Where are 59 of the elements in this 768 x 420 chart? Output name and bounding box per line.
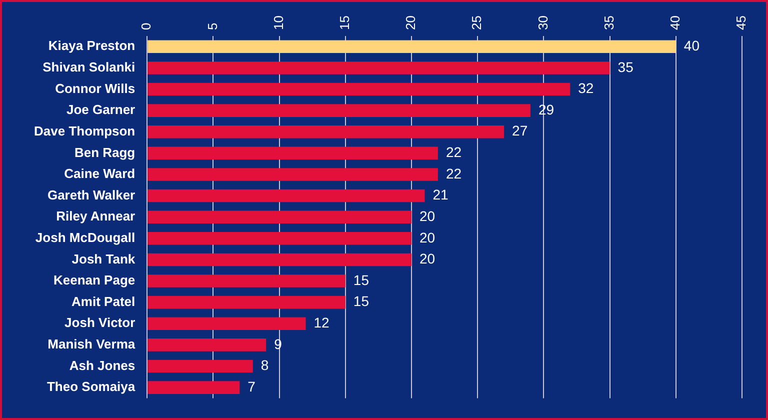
- x-tick-label: 45: [734, 16, 749, 30]
- bar: [148, 104, 530, 117]
- bar: [148, 189, 425, 202]
- x-tick-label: 30: [535, 16, 550, 30]
- data-label: 15: [353, 293, 370, 310]
- bar: [148, 146, 438, 160]
- y-tick-label: Kiaya Preston: [48, 38, 136, 54]
- y-tick-label: Josh Victor: [64, 315, 136, 330]
- y-tick-label: Josh McDougall: [35, 230, 136, 245]
- y-tick-label: Dave Thompson: [34, 123, 136, 138]
- x-tick-label: 15: [336, 16, 352, 30]
- x-tick-label: 5: [204, 22, 220, 30]
- bar: [148, 232, 412, 245]
- bar: [148, 62, 610, 74]
- bar: [148, 381, 240, 394]
- data-label: 21: [432, 186, 449, 203]
- y-tick-label: Joe Garner: [66, 102, 136, 118]
- bar: [148, 40, 676, 54]
- y-tick-label: Shivan Solanki: [42, 60, 136, 75]
- x-tick-label: 20: [403, 16, 418, 30]
- y-tick-label: Keenan Page: [53, 272, 136, 288]
- data-label: 8: [260, 357, 269, 374]
- y-tick-label: Caine Ward: [64, 166, 136, 182]
- bar: [148, 82, 570, 96]
- y-tick-label: Ash Jones: [69, 358, 136, 373]
- x-tick-label: 35: [601, 16, 616, 30]
- data-label: 7: [248, 378, 256, 394]
- y-tick-label: Connor Wills: [55, 80, 136, 96]
- bar: [148, 210, 412, 224]
- x-tick-label: 25: [469, 16, 484, 30]
- data-label: 15: [353, 272, 370, 288]
- data-label: 22: [446, 165, 462, 182]
- data-label: 20: [420, 229, 436, 246]
- y-tick-label: Manish Verma: [48, 336, 136, 352]
- data-label: 12: [314, 314, 330, 330]
- y-tick-label: Theo Somaiya: [46, 379, 136, 394]
- data-label: 35: [618, 58, 634, 75]
- bar: [148, 168, 438, 181]
- x-tick-label: 0: [138, 22, 154, 30]
- x-tick-label: 10: [270, 16, 286, 30]
- y-tick-label: Amit Patel: [72, 294, 136, 309]
- y-tick-label: Ben Ragg: [74, 144, 136, 160]
- y-tick-label: Josh Tank: [72, 251, 136, 266]
- data-label: 20: [420, 208, 436, 224]
- bar: [148, 125, 504, 138]
- bar: [148, 296, 346, 309]
- bar: [148, 274, 346, 288]
- data-label: 22: [446, 144, 462, 160]
- data-label: 40: [684, 38, 700, 54]
- y-tick-label: Gareth Walker: [47, 187, 136, 202]
- data-label: 32: [578, 80, 594, 96]
- x-tick-label: 40: [667, 16, 682, 30]
- bar: [148, 338, 266, 352]
- bar: [148, 253, 412, 266]
- data-label: 27: [512, 122, 528, 139]
- data-label: 20: [420, 250, 436, 267]
- bar: [148, 317, 306, 330]
- y-tick-label: Riley Annear: [56, 208, 136, 224]
- bar: [148, 360, 253, 373]
